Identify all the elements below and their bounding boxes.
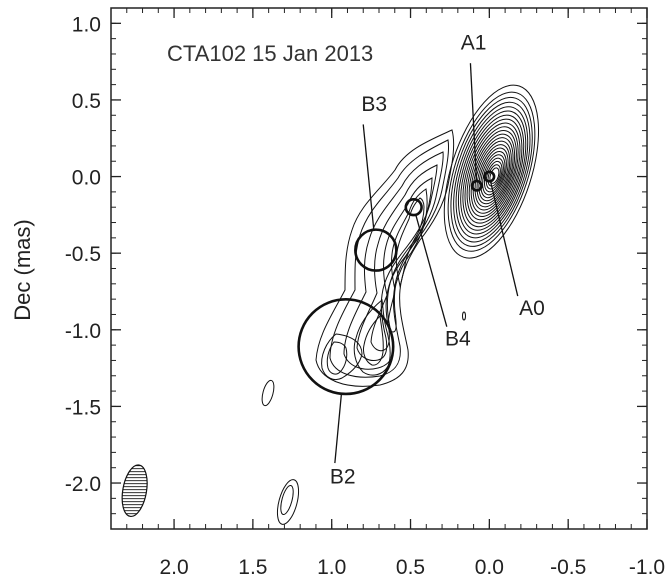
component-b2-label: B2 bbox=[330, 465, 356, 488]
component-b4-circle bbox=[404, 198, 423, 217]
component-a0-label: A0 bbox=[519, 297, 545, 320]
x-tick-label: -0.5 bbox=[550, 556, 586, 579]
core-contour bbox=[474, 140, 512, 208]
core-contour bbox=[460, 114, 525, 231]
x-tick-label: 0.0 bbox=[475, 556, 504, 579]
jet-contour bbox=[329, 139, 449, 378]
restoring-beam bbox=[118, 462, 151, 518]
core-contour bbox=[472, 137, 514, 211]
y-tick-label: 1.0 bbox=[72, 13, 101, 36]
component-b3-label: B3 bbox=[361, 93, 387, 116]
core-contour bbox=[482, 154, 506, 196]
x-tick-label: 1.5 bbox=[238, 556, 267, 579]
y-tick-label: 0.0 bbox=[72, 167, 101, 190]
core-contour bbox=[478, 147, 509, 202]
component-b4-leader bbox=[415, 214, 448, 327]
x-tick-label: 1.0 bbox=[317, 556, 346, 579]
jet-contour bbox=[353, 299, 391, 376]
isolated-contour bbox=[261, 379, 275, 407]
core-contour bbox=[464, 122, 521, 224]
component-a0-circle bbox=[483, 170, 496, 183]
jet-contour bbox=[321, 333, 363, 381]
isolated-contour bbox=[280, 484, 294, 516]
x-tick-label: 2.0 bbox=[159, 556, 188, 579]
jet-contour bbox=[356, 164, 438, 361]
jet-contour bbox=[363, 314, 384, 366]
isolated-contour bbox=[462, 311, 466, 321]
core-contour bbox=[466, 126, 519, 221]
component-a1-circle bbox=[470, 179, 483, 192]
component-b2-leader bbox=[334, 393, 343, 464]
y-axis-title: Dec (mas) bbox=[10, 219, 35, 320]
component-a0-leader bbox=[489, 181, 519, 297]
plot-frame bbox=[110, 7, 648, 530]
jet-contour bbox=[315, 129, 455, 387]
axis-ticks: 2.0 1.5 1.0 0.5 0.0 -0.5 -1.0 1.0 0.5 0.0 -0.5 -1.0… bbox=[65, 8, 665, 579]
jet-contour bbox=[395, 197, 425, 288]
jet-contour bbox=[326, 341, 348, 375]
y-tick-label: 0.5 bbox=[72, 90, 101, 113]
jet-contour bbox=[370, 177, 433, 352]
core-contour bbox=[453, 101, 531, 243]
y-tick-label: -2.0 bbox=[65, 473, 101, 496]
component-b3-circle bbox=[354, 228, 398, 272]
component-b4-label: B4 bbox=[445, 327, 471, 350]
component-a1-leader bbox=[469, 63, 478, 182]
x-tick-label: -1.0 bbox=[629, 556, 665, 579]
core-contour bbox=[476, 144, 511, 205]
plot-title: CTA102 15 Jan 2013 bbox=[167, 41, 373, 66]
core-contour bbox=[462, 118, 523, 228]
jet-contour bbox=[387, 188, 428, 333]
core-contour bbox=[450, 96, 533, 247]
contour-layer bbox=[261, 84, 540, 525]
component-leader-lines bbox=[334, 63, 519, 464]
core-contour bbox=[443, 84, 540, 259]
y-tick-label: -1.0 bbox=[65, 320, 101, 343]
beam-outline bbox=[121, 464, 148, 518]
component-b2-circle bbox=[297, 298, 395, 396]
y-tick-label: -1.5 bbox=[65, 396, 101, 419]
component-a1-label: A1 bbox=[461, 32, 487, 55]
component-b3-leader bbox=[362, 124, 375, 230]
core-contour bbox=[455, 106, 529, 239]
x-tick-label: 0.5 bbox=[396, 556, 425, 579]
core-contour bbox=[468, 130, 517, 217]
core-contour bbox=[447, 91, 536, 252]
core-contour bbox=[487, 164, 501, 187]
core-contour bbox=[489, 167, 500, 184]
isolated-contour bbox=[276, 479, 300, 525]
component-layer: A0 A1 B4 B3 B2 bbox=[297, 32, 545, 488]
core-contour bbox=[480, 151, 507, 199]
y-tick-label: -0.5 bbox=[65, 243, 101, 266]
core-contour bbox=[457, 110, 527, 235]
